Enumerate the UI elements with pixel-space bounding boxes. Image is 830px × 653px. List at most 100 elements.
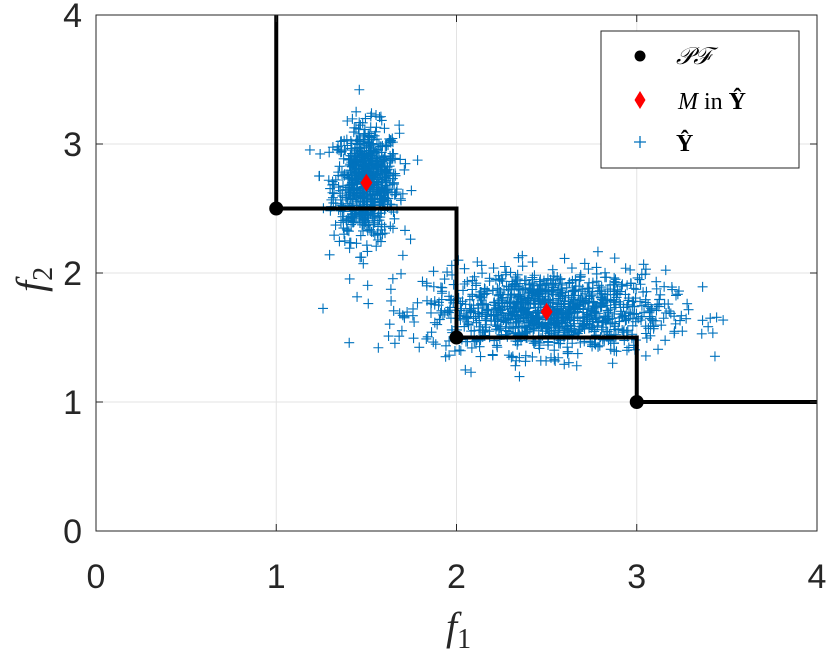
y-tick-label: 4 bbox=[63, 0, 82, 35]
sample-point bbox=[336, 167, 347, 178]
sample-point bbox=[643, 323, 654, 334]
sample-point bbox=[553, 293, 564, 304]
sample-point bbox=[540, 288, 551, 299]
sample-point bbox=[476, 292, 487, 303]
sample-point bbox=[579, 258, 590, 269]
sample-point bbox=[348, 216, 359, 227]
sample-point bbox=[504, 323, 515, 334]
sample-point bbox=[370, 169, 381, 180]
mean-point bbox=[540, 302, 553, 321]
sample-point bbox=[466, 342, 477, 353]
sample-point bbox=[664, 306, 675, 317]
sample-point bbox=[564, 314, 575, 325]
sample-point bbox=[386, 154, 397, 165]
sample-point bbox=[505, 303, 516, 314]
x-tick-label: 1 bbox=[267, 558, 286, 596]
legend-marker-mean bbox=[634, 91, 646, 109]
sample-point bbox=[605, 304, 616, 315]
sample-point bbox=[618, 325, 629, 336]
sample-point bbox=[707, 328, 718, 339]
pareto-front-series bbox=[269, 15, 817, 409]
sample-point bbox=[675, 315, 686, 326]
sample-point bbox=[347, 113, 358, 124]
sample-point bbox=[535, 295, 546, 306]
y-tick-label: 2 bbox=[63, 255, 82, 293]
sample-point bbox=[549, 319, 560, 330]
sample-point bbox=[414, 342, 425, 353]
sample-point bbox=[426, 327, 437, 338]
sample-point bbox=[355, 230, 366, 241]
sample-point bbox=[595, 292, 606, 303]
sample-point bbox=[587, 283, 598, 294]
sample-point bbox=[646, 314, 657, 325]
sample-point bbox=[364, 131, 375, 142]
sample-point bbox=[495, 321, 506, 332]
sample-point bbox=[385, 284, 396, 295]
sample-point bbox=[358, 225, 369, 236]
y-tick-label: 0 bbox=[63, 513, 82, 551]
sample-point bbox=[587, 341, 598, 352]
sample-point bbox=[622, 280, 633, 291]
sample-point bbox=[527, 351, 538, 362]
sample-point bbox=[387, 273, 398, 284]
sample-point bbox=[435, 307, 446, 318]
mean-point bbox=[360, 173, 373, 192]
sample-point bbox=[409, 316, 420, 327]
axis-ticks: 0 1 2 3 4 0 1 2 3 4 bbox=[63, 0, 826, 596]
sample-point bbox=[543, 294, 554, 305]
sample-point bbox=[635, 279, 646, 290]
sample-point bbox=[513, 252, 524, 263]
sample-point bbox=[656, 320, 667, 331]
sample-point bbox=[314, 171, 325, 182]
sample-point bbox=[417, 276, 428, 287]
sample-point bbox=[368, 227, 379, 238]
sample-point bbox=[353, 168, 364, 179]
sample-point bbox=[344, 187, 355, 198]
sample-point bbox=[460, 364, 471, 375]
sample-point bbox=[563, 357, 574, 368]
sample-point bbox=[549, 354, 560, 365]
sample-point bbox=[481, 288, 492, 299]
sample-point bbox=[371, 109, 382, 120]
sample-point bbox=[598, 311, 609, 322]
sample-point bbox=[660, 335, 671, 346]
sample-point bbox=[372, 229, 383, 240]
sample-point bbox=[522, 295, 533, 306]
sample-point bbox=[478, 298, 489, 309]
sample-point bbox=[642, 301, 653, 312]
sample-point bbox=[575, 337, 586, 348]
sample-point bbox=[439, 274, 450, 285]
sample-point bbox=[358, 128, 369, 139]
sample-point bbox=[405, 234, 416, 245]
legend-marker-samples bbox=[634, 136, 646, 148]
sample-point bbox=[526, 320, 537, 331]
sample-point bbox=[326, 194, 337, 205]
sample-point bbox=[623, 342, 634, 353]
sample-point bbox=[669, 311, 680, 322]
sample-point bbox=[640, 264, 651, 275]
sample-point bbox=[658, 313, 669, 324]
sample-point bbox=[351, 106, 362, 117]
sample-point bbox=[494, 298, 505, 309]
sample-point bbox=[318, 303, 329, 314]
sample-point bbox=[339, 235, 350, 246]
sample-point bbox=[354, 143, 365, 154]
sample-point bbox=[354, 84, 365, 95]
sample-point bbox=[351, 183, 362, 194]
sample-point bbox=[574, 296, 585, 307]
sample-point bbox=[325, 183, 336, 194]
sample-point bbox=[412, 297, 423, 308]
sample-point bbox=[510, 360, 521, 371]
legend-label-mean-in: in bbox=[698, 89, 729, 115]
sample-point bbox=[592, 320, 603, 331]
sample-point bbox=[484, 276, 495, 287]
sample-point bbox=[640, 294, 651, 305]
sample-point bbox=[468, 300, 479, 311]
sample-point bbox=[660, 265, 671, 276]
sample-point bbox=[492, 342, 503, 353]
sample-point bbox=[607, 358, 618, 369]
sample-point bbox=[651, 276, 662, 287]
sample-point bbox=[683, 304, 694, 315]
sample-point bbox=[342, 172, 353, 183]
